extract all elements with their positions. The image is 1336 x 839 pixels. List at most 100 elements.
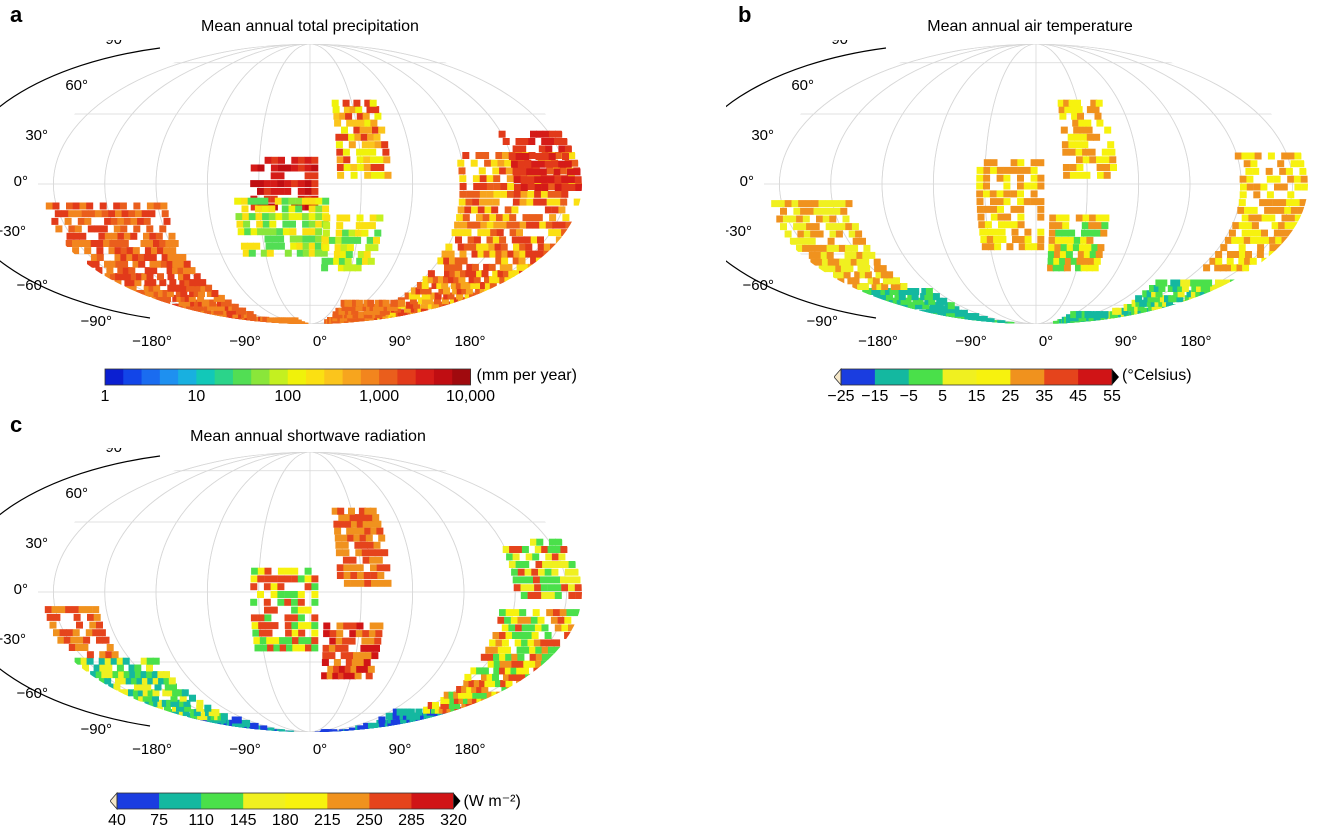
- raster-cell: [1049, 214, 1057, 222]
- raster-cell: [349, 514, 357, 522]
- raster-cell: [117, 232, 125, 240]
- raster-cell: [998, 228, 1006, 236]
- raster-cell: [99, 202, 107, 210]
- raster-cell: [338, 257, 346, 265]
- raster-cell: [200, 284, 208, 292]
- raster-cell: [381, 141, 389, 149]
- raster-cell: [405, 301, 413, 309]
- raster-cell: [811, 200, 819, 208]
- colorbar-swatch: [415, 369, 435, 385]
- raster-cell: [444, 263, 451, 271]
- raster-cell: [980, 236, 988, 243]
- raster-cell: [475, 287, 483, 295]
- raster-cell: [357, 164, 365, 171]
- raster-cell: [171, 709, 179, 717]
- raster-cell: [463, 243, 471, 251]
- raster-cell: [975, 320, 983, 324]
- raster-cell: [370, 164, 378, 171]
- raster-cell: [838, 271, 846, 279]
- raster-cell: [1266, 191, 1274, 199]
- raster-cell: [1037, 198, 1045, 206]
- raster-cell: [519, 243, 527, 251]
- raster-cell: [555, 236, 563, 244]
- raster-cell: [149, 232, 157, 240]
- raster-cell: [409, 297, 417, 305]
- raster-cell: [862, 251, 870, 259]
- raster-cell: [104, 232, 112, 240]
- raster-cell: [453, 301, 461, 309]
- raster-cell: [550, 243, 557, 251]
- raster-cell: [160, 202, 168, 210]
- raster-cell: [342, 148, 350, 156]
- raster-cell: [502, 214, 510, 222]
- raster-cell: [848, 230, 856, 238]
- raster-cell: [528, 624, 536, 632]
- raster-cell: [308, 235, 316, 243]
- raster-cell: [362, 630, 370, 638]
- raster-cell: [1170, 279, 1178, 287]
- raster-cell: [120, 225, 128, 233]
- raster-cell: [341, 133, 349, 141]
- raster-cell: [374, 549, 382, 557]
- lat-label: 90°: [105, 448, 128, 456]
- raster-cell: [135, 210, 142, 218]
- raster-cell: [1281, 236, 1289, 244]
- raster-cell: [1256, 251, 1264, 258]
- raster-cell: [356, 148, 364, 156]
- raster-cell: [1059, 112, 1067, 120]
- raster-cell: [519, 673, 527, 681]
- raster-cell: [332, 672, 340, 680]
- raster-cell: [1284, 206, 1292, 214]
- raster-cell: [1017, 159, 1025, 167]
- raster-cell: [277, 598, 285, 606]
- raster-cell: [342, 556, 350, 564]
- raster-cell: [84, 240, 92, 247]
- raster-cell: [337, 264, 345, 272]
- raster-cell: [1250, 236, 1258, 244]
- raster-cell: [276, 228, 284, 236]
- raster-cell: [328, 644, 336, 652]
- raster-cell: [476, 667, 484, 675]
- raster-cell: [1017, 174, 1024, 182]
- raster-cell: [328, 236, 336, 244]
- raster-cell: [522, 263, 530, 271]
- raster-cell: [322, 652, 330, 660]
- raster-cell: [907, 288, 915, 295]
- raster-cell: [484, 282, 492, 289]
- raster-cell: [472, 175, 480, 183]
- raster-cell: [355, 229, 362, 237]
- raster-cell: [471, 206, 479, 214]
- raster-cell: [879, 265, 887, 273]
- raster-cell: [282, 228, 290, 236]
- raster-cell: [250, 614, 258, 622]
- raster-cell: [337, 507, 345, 515]
- raster-cell: [304, 606, 312, 614]
- raster-cell: [413, 301, 421, 309]
- raster-cell: [68, 210, 76, 218]
- raster-cell: [1076, 257, 1084, 265]
- raster-cell: [295, 213, 303, 221]
- raster-cell: [522, 561, 530, 568]
- raster-cell: [806, 207, 814, 215]
- raster-cell: [157, 247, 164, 255]
- raster-cell: [537, 236, 544, 244]
- raster-cell: [277, 180, 285, 188]
- raster-cell: [539, 198, 547, 206]
- raster-cell: [1082, 148, 1090, 156]
- raster-cell: [827, 258, 835, 266]
- raster-cell: [153, 699, 161, 707]
- raster-cell: [1074, 99, 1081, 107]
- raster-cell: [527, 592, 535, 599]
- raster-cell: [534, 546, 542, 553]
- raster-cell: [335, 133, 343, 141]
- raster-cell: [169, 247, 177, 255]
- raster-cell: [390, 304, 398, 311]
- raster-cell: [426, 708, 434, 716]
- raster-cell: [1082, 156, 1090, 164]
- raster-cell: [505, 609, 513, 617]
- raster-cell: [170, 699, 178, 707]
- raster-cell: [376, 622, 384, 630]
- raster-cell: [1087, 229, 1095, 237]
- raster-cell: [374, 229, 382, 237]
- raster-cell: [1131, 299, 1139, 307]
